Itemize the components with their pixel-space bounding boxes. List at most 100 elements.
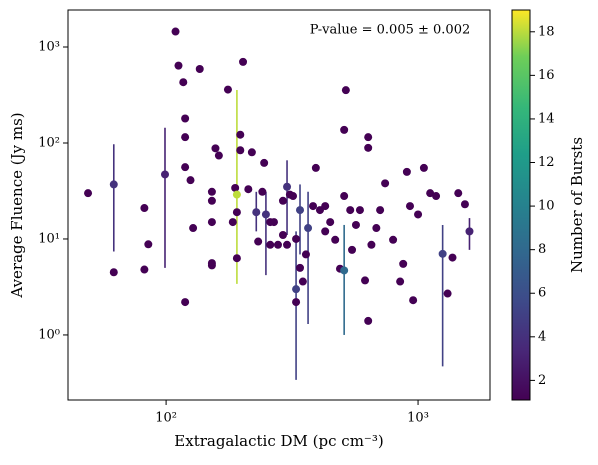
point [361, 276, 370, 285]
point [364, 143, 373, 152]
point [351, 220, 360, 229]
point [140, 265, 149, 274]
point [309, 202, 318, 211]
point [269, 218, 278, 227]
point [236, 146, 245, 155]
point [181, 114, 190, 123]
y-axis-label: Average Fluence (Jy ms) [8, 112, 26, 298]
colorbar-tick-label: 12 [538, 155, 555, 170]
point [207, 196, 216, 205]
point [186, 176, 195, 185]
point [438, 249, 447, 258]
point [160, 170, 169, 179]
point [399, 259, 408, 268]
point [140, 204, 149, 213]
point [348, 245, 357, 254]
point [278, 230, 287, 239]
point [304, 224, 313, 233]
colorbar-label: Number of Bursts [568, 137, 586, 273]
y-tick-label: 10² [38, 135, 60, 150]
point [252, 208, 261, 217]
point [402, 167, 411, 176]
point [254, 237, 263, 246]
point [355, 206, 364, 215]
point [405, 202, 414, 211]
colorbar-tick-label: 10 [538, 199, 555, 214]
point [109, 268, 118, 277]
point [298, 277, 307, 286]
point [409, 296, 418, 305]
point [364, 133, 373, 142]
point [381, 179, 390, 188]
point [389, 235, 398, 244]
point [278, 196, 287, 205]
point [432, 192, 441, 201]
annotation: P-value = 0.005 ± 0.002 [310, 23, 471, 38]
point [372, 224, 381, 233]
point [223, 85, 232, 94]
point [341, 86, 350, 95]
point [283, 240, 292, 249]
point [296, 263, 305, 272]
point [296, 206, 305, 215]
point [232, 190, 241, 199]
colorbar [511, 9, 531, 401]
colorbar-tick-label: 18 [538, 24, 555, 39]
point [326, 218, 335, 227]
point [228, 218, 237, 227]
point [207, 218, 216, 227]
point [460, 200, 469, 209]
point [247, 148, 256, 157]
point [189, 224, 198, 233]
point [340, 266, 349, 275]
point [301, 250, 310, 259]
point [292, 298, 301, 307]
point [195, 65, 204, 74]
point [236, 130, 245, 139]
point [273, 240, 282, 249]
point [367, 240, 376, 249]
y-tick-label: 10¹ [38, 231, 60, 246]
point [181, 163, 190, 172]
point [321, 202, 330, 211]
point [289, 192, 298, 201]
colorbar-tick-label: 2 [538, 373, 546, 388]
point [376, 206, 385, 215]
point [311, 163, 320, 172]
point [443, 289, 452, 298]
point [231, 183, 240, 192]
point [261, 210, 270, 219]
point [144, 240, 153, 249]
colorbar-tick-label: 8 [538, 242, 546, 257]
point [454, 189, 463, 198]
colorbar-tick-label: 4 [538, 329, 546, 344]
point [260, 158, 269, 167]
point [84, 189, 93, 198]
x-tick-label: 10² [155, 411, 177, 426]
x-axis-label: Extragalactic DM (pc cm⁻³) [174, 432, 383, 450]
point [346, 206, 355, 215]
point [244, 185, 253, 194]
point [426, 189, 435, 198]
point [179, 78, 188, 87]
point [364, 316, 373, 325]
point [292, 234, 301, 243]
point [232, 208, 241, 217]
colorbar-tick-label: 16 [538, 68, 555, 83]
point [232, 254, 241, 263]
point [321, 227, 330, 236]
point [331, 235, 340, 244]
point [181, 133, 190, 142]
point [465, 227, 474, 236]
colorbar-tick-label: 6 [538, 286, 546, 301]
colorbar-tick-label: 14 [538, 111, 555, 126]
point [239, 57, 248, 66]
point [414, 210, 423, 219]
point [340, 125, 349, 134]
point [211, 144, 220, 153]
point [448, 253, 457, 262]
point [174, 61, 183, 70]
y-tick-label: 10³ [38, 40, 60, 55]
point [266, 240, 275, 249]
